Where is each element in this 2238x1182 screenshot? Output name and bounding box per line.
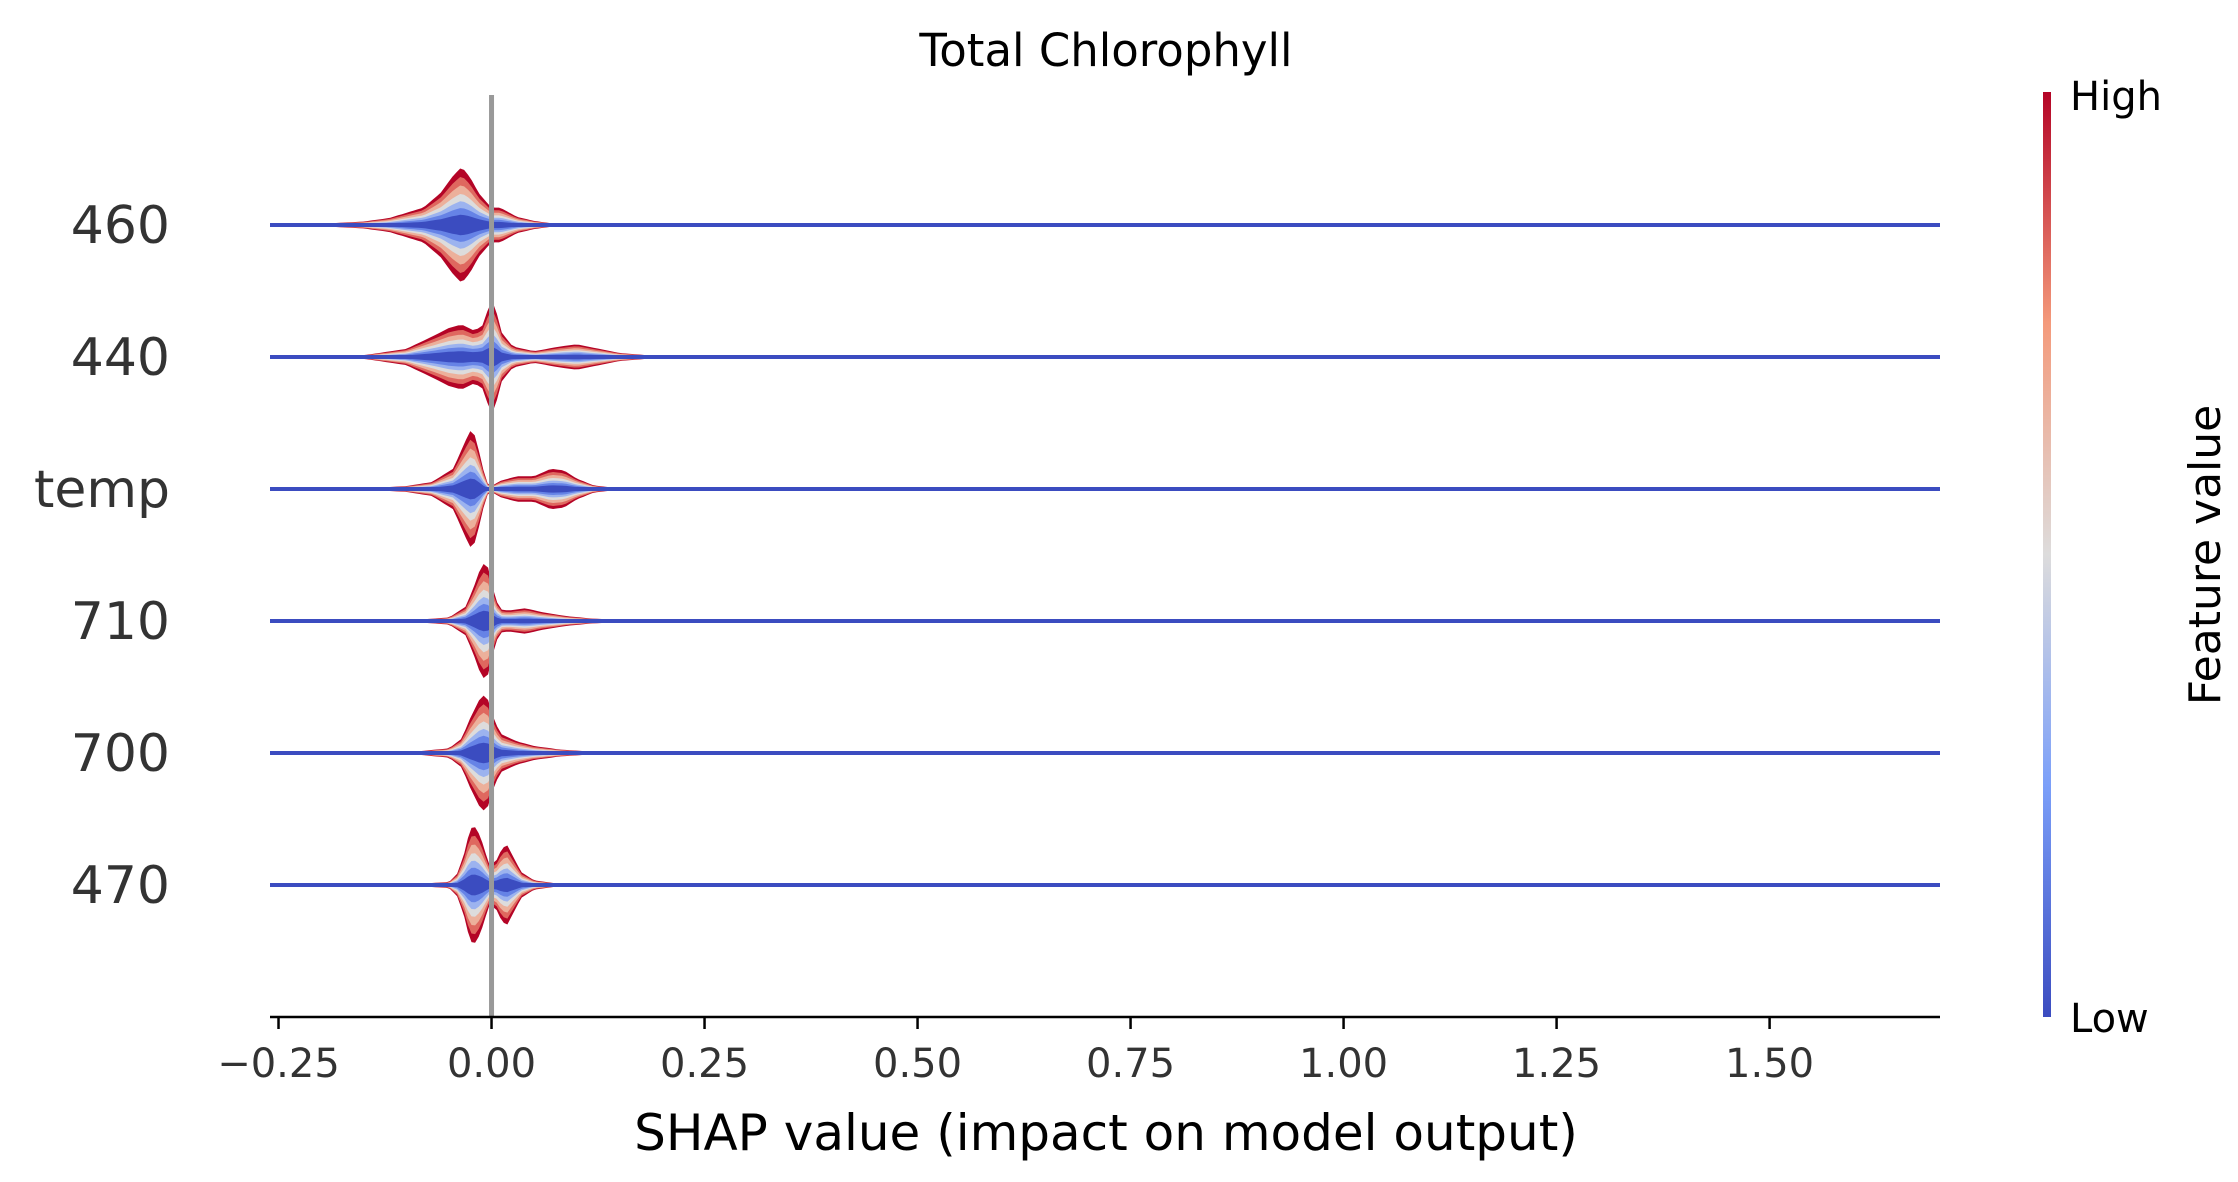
feature-label-700: 700 [71,724,170,784]
feature-label-temp: temp [34,460,170,520]
feature-label-460: 460 [71,196,170,256]
x-axis-ticks: −0.25 0.00 0.25 0.50 0.75 1.00 1.25 1.50 [217,1017,1814,1087]
x-tick-label-2: 0.25 [660,1041,749,1087]
feature-label-710: 710 [71,592,170,652]
chart-title: Total Chlorophyll [918,24,1292,77]
colorbar-low-label: Low [2070,996,2149,1042]
x-tick-label-5: 1.00 [1299,1041,1388,1087]
x-tick-label-6: 1.25 [1512,1041,1601,1087]
x-tick-label-4: 0.75 [1086,1041,1175,1087]
colorbar-high-label: High [2070,74,2162,120]
colorbar-title: Feature value [2180,405,2231,705]
x-axis-label: SHAP value (impact on model output) [634,1104,1578,1162]
violin-layer [270,168,705,943]
x-tick-label-3: 0.50 [873,1041,962,1087]
x-tick-label-1: 0.00 [447,1041,536,1087]
x-tick-label-0: −0.25 [217,1041,340,1087]
x-tick-label-7: 1.50 [1725,1041,1814,1087]
colorbar [2043,92,2051,1017]
feature-label-440: 440 [71,328,170,388]
feature-label-470: 470 [71,856,170,916]
baseline-layer [270,223,1940,887]
feature-labels: 460 440 temp 710 700 470 [34,196,170,916]
